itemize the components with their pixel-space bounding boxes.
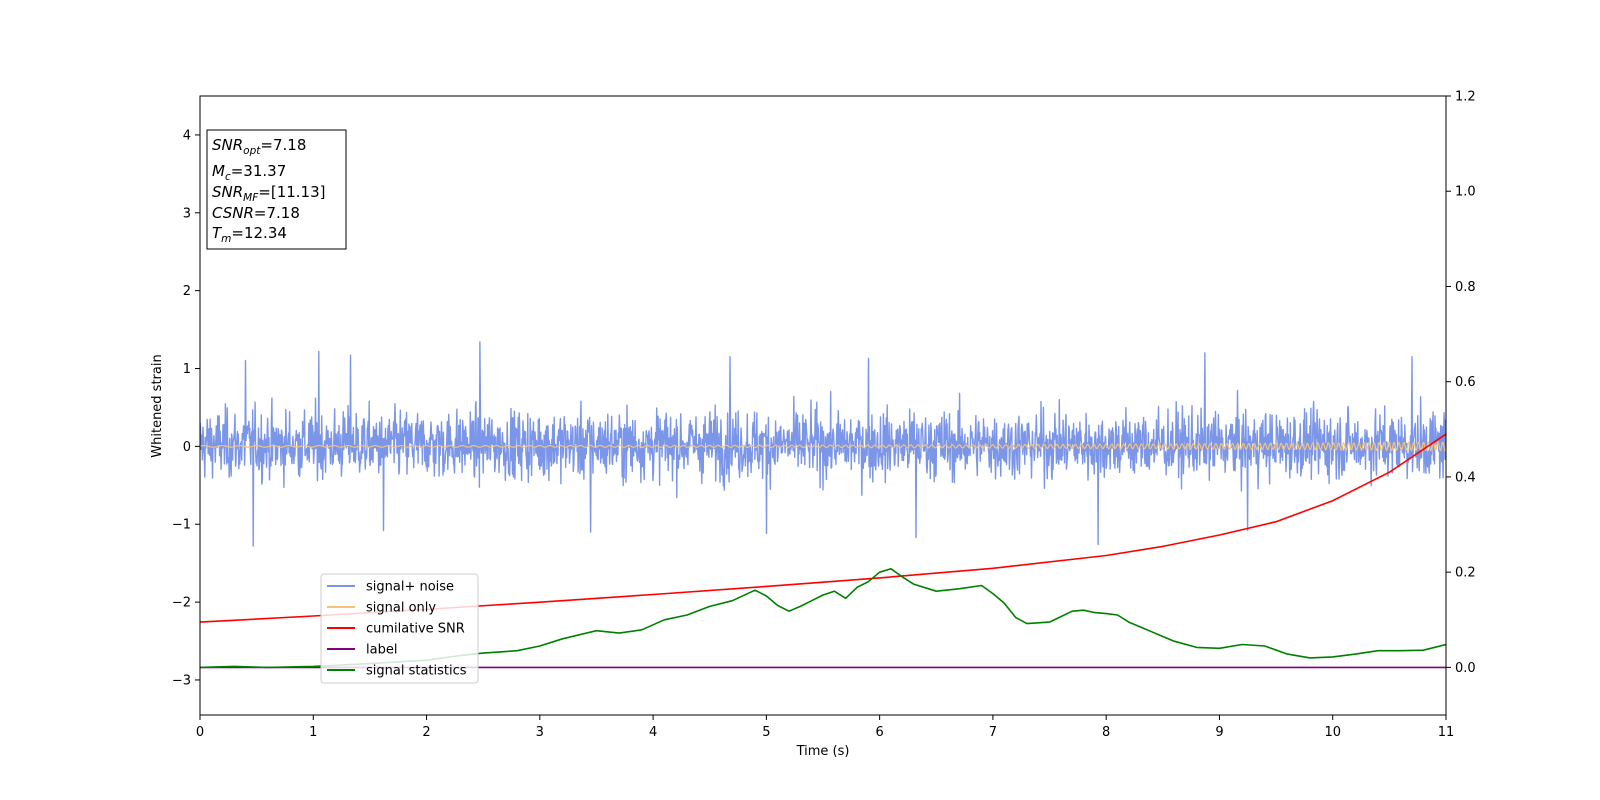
x-tick-label: 6 — [875, 725, 883, 740]
x-tick-label: 5 — [762, 725, 770, 740]
plot-frame — [199, 95, 1447, 716]
y-tick-label: 4 — [183, 128, 191, 143]
y-tick-label: 3 — [183, 206, 191, 221]
y-axis-right: 0.0 0.2 0.4 0.6 0.8 1.0 1.2 — [1446, 90, 1476, 676]
y-axis-label: Whitened strain — [150, 354, 165, 457]
y2-tick-label: 0.8 — [1455, 280, 1476, 295]
x-tick-label: 7 — [989, 725, 997, 740]
y-tick-label: −1 — [172, 518, 191, 533]
annotation-line: Tm=12.34 — [212, 224, 287, 245]
y-tick-label: −2 — [172, 596, 191, 611]
series-line-1 — [200, 441, 1446, 452]
series-line-0 — [200, 341, 1446, 547]
y2-tick-label: 0.6 — [1455, 375, 1476, 390]
x-tick-label: 8 — [1102, 725, 1110, 740]
annotation-line: Mc=31.37 — [212, 162, 286, 183]
legend-entry: signal+ noise — [366, 580, 454, 595]
x-tick-label: 0 — [196, 725, 204, 740]
y2-tick-label: 1.2 — [1455, 90, 1476, 105]
y2-tick-label: 0.2 — [1455, 566, 1476, 581]
x-axis: 0 1 2 3 4 5 6 7 8 9 10 11 — [196, 715, 1454, 740]
legend-entry: signal statistics — [366, 664, 467, 679]
x-axis-label: Time (s) — [796, 744, 850, 759]
x-tick-label: 9 — [1215, 725, 1223, 740]
legend-entry: signal only — [366, 601, 436, 616]
legend-entry: cumilative SNR — [366, 622, 465, 637]
annotation-line: SNRopt=7.18 — [212, 136, 306, 157]
y-tick-label: 2 — [183, 284, 191, 299]
y2-tick-label: 1.0 — [1455, 185, 1476, 200]
x-tick-label: 2 — [422, 725, 430, 740]
x-tick-label: 11 — [1438, 725, 1455, 740]
y2-tick-label: 0.4 — [1455, 470, 1476, 485]
x-tick-label: 1 — [309, 725, 317, 740]
legend: signal+ noise signal only cumilative SNR la… — [320, 573, 479, 684]
x-tick-label: 4 — [649, 725, 657, 740]
y2-tick-label: 0.0 — [1455, 661, 1476, 676]
annotation-line: CSNR=7.18 — [212, 204, 300, 222]
y-axis-left: −3 −2 −1 0 1 2 3 4 — [172, 128, 200, 688]
x-tick-label: 3 — [536, 725, 544, 740]
x-tick-label: 10 — [1324, 725, 1341, 740]
y-tick-label: 0 — [183, 440, 191, 455]
annotation-line: SNRMF=[11.13] — [212, 183, 326, 204]
y-tick-label: −3 — [172, 673, 191, 688]
annotation-box: SNRopt=7.18 Mc=31.37SNRMF=[11.13]CSNR=7.1… — [206, 129, 347, 250]
y-tick-label: 1 — [183, 362, 191, 377]
series-line-4 — [200, 568, 1446, 669]
legend-entry: label — [366, 643, 397, 658]
